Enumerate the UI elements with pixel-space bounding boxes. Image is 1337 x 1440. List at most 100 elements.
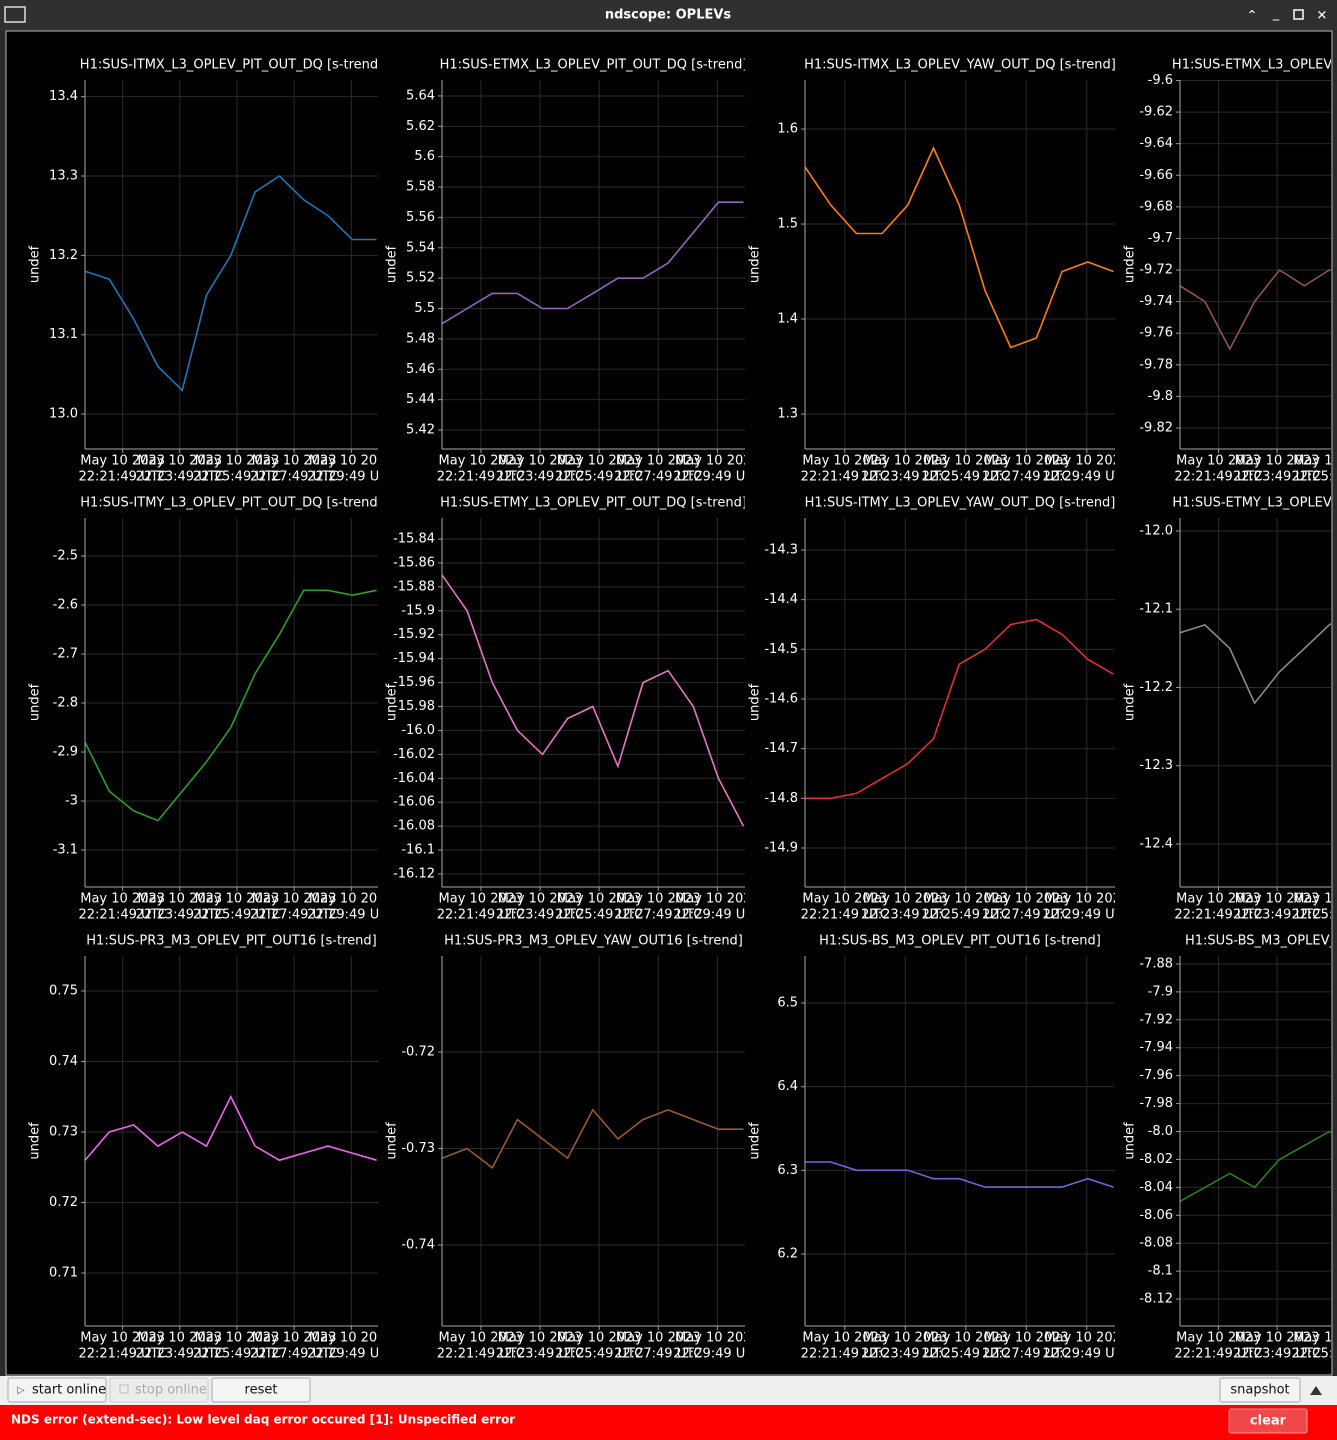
x-tick-label: 22:25:49 UTC (922, 908, 1010, 923)
y-tick-label: -12.0 (1139, 523, 1173, 538)
x-tick-label: May 10 2023 (1176, 454, 1261, 469)
snapshot-button-frame[interactable] (1219, 1377, 1301, 1403)
x-tick-label: 22:21:49 UTC (801, 908, 889, 923)
x-tick-label: May 10 2023 (137, 892, 222, 907)
x-tick-label: 22:25:49 UTC (922, 470, 1010, 485)
clear-button[interactable]: clear (1228, 1408, 1308, 1434)
trace (805, 618, 1114, 800)
x-tick-label: 22:29:49 UTC (307, 1347, 395, 1362)
reset-button[interactable]: reset (211, 1377, 311, 1403)
y-tick-label: 5.54 (406, 240, 435, 255)
window-maximize[interactable] (1293, 9, 1304, 20)
start-button-frame[interactable] (7, 1377, 107, 1403)
plot: H1:SUS-ITMX_L3_OPLEV_YAW_OUT_DQ [s-trend… (748, 58, 1115, 485)
window-keep-above[interactable]: ⌃ (1247, 9, 1258, 24)
status-message: NDS error (extend-sec): Low level daq er… (11, 1413, 515, 1427)
snapshot-label[interactable]: snapshot (1230, 1383, 1289, 1398)
y-tick-label: -7.92 (1139, 1012, 1173, 1027)
y-tick-label: -12.1 (1139, 602, 1173, 617)
x-tick-label: May 10 2023 (802, 454, 887, 469)
trace-area (1180, 268, 1331, 351)
y-tick-label: -2.5 (53, 549, 78, 564)
y-tick-label: 13.1 (49, 327, 78, 342)
y-tick-label: 5.6 (414, 149, 435, 164)
x-tick-label: May 10 2023 (1235, 454, 1320, 469)
y-tick-label: -15.98 (393, 699, 435, 714)
y-tick-label: -14.3 (764, 542, 798, 557)
x-tick-label: 22:21:49 UTC (437, 1347, 525, 1362)
y-axis-label: undef (748, 683, 763, 721)
y-axis-label: undef (385, 683, 400, 721)
start-icon: ▷ (17, 1385, 25, 1396)
x-tick-label: May 10 2023 (923, 1331, 1008, 1346)
x-tick-label: May 10 2023 (195, 892, 280, 907)
x-tick-label: May 10 2023 (675, 454, 760, 469)
x-tick-label: 22:27:49 UTC (614, 1347, 702, 1362)
trace-area (85, 589, 377, 822)
y-tick-label: -0.74 (401, 1238, 435, 1253)
x-tick-label: May 10 2023 (1235, 892, 1320, 907)
x-tick-label: May 10 2023 (498, 892, 583, 907)
y-tick-label: -14.8 (764, 791, 798, 806)
y-axis-label: undef (385, 1122, 400, 1160)
x-tick-label: 22:23:49 UTC (136, 1347, 224, 1362)
y-tick-label: -9.76 (1139, 326, 1173, 341)
plot: H1:SUS-ETMY_L3_OPLEV_YAW_OUT_DQ [s-trend… (1123, 496, 1331, 919)
plot: H1:SUS-ITMY_L3_OPLEV_YAW_OUT_DQ [s-trend… (748, 496, 1115, 923)
start-button[interactable]: ▷ start online (7, 1377, 107, 1403)
x-tick-label: 22:29:49 UTC (673, 1347, 761, 1362)
plot-title: H1:SUS-ITMX_L3_OPLEV_PIT_OUT_DQ [s-trend… (80, 58, 383, 73)
y-tick-label: -15.9 (401, 603, 435, 618)
reset-label[interactable]: reset (245, 1383, 278, 1398)
x-tick-label: May 10 2023 (195, 1331, 280, 1346)
x-tick-label: May 10 2023 (863, 454, 948, 469)
x-tick-label: May 10 2023 (616, 1331, 701, 1346)
y-tick-label: -9.64 (1139, 136, 1173, 151)
stop-button-frame (109, 1377, 209, 1403)
x-tick-label: 22:21:49 UTC (801, 1347, 889, 1362)
y-tick-label: -15.88 (393, 579, 435, 594)
y-axis-label: undef (1123, 683, 1138, 721)
trace (1180, 268, 1331, 351)
start-label[interactable]: start online (32, 1383, 106, 1398)
reset-button-frame[interactable] (211, 1377, 311, 1403)
x-tick-label: May 10 2023 (252, 454, 337, 469)
y-tick-label: 0.74 (49, 1054, 78, 1069)
x-tick-label: 22:23:49 UTC (1233, 1347, 1321, 1362)
plot: H1:SUS-PR3_M3_OPLEV_PIT_OUT16 [s-trend] u… (28, 934, 395, 1362)
x-tick-label: May 10 2023 (557, 454, 642, 469)
x-tick-label: 22:21:49 UTC (437, 470, 525, 485)
y-tick-label: -15.96 (393, 675, 435, 690)
expand-arrow[interactable] (1310, 1386, 1322, 1395)
x-tick-label: May 10 2023 (80, 892, 165, 907)
y-tick-label: 5.62 (406, 119, 435, 134)
clear-label[interactable]: clear (1250, 1414, 1287, 1429)
x-tick-label: 22:25:49 UTC (1291, 1347, 1337, 1362)
window-minimize[interactable]: _ (1272, 7, 1280, 22)
plot: H1:SUS-ITMX_L3_OPLEV_PIT_OUT_DQ [s-trend… (28, 58, 383, 485)
plot-title: H1:SUS-ETMX_L3_OPLEV_PIT_OUT_DQ [s-trend… (440, 58, 748, 73)
x-tick-label: 22:25:49 UTC (1291, 470, 1337, 485)
y-tick-label: 5.58 (406, 180, 435, 195)
y-tick-label: -2.9 (53, 745, 78, 760)
x-tick-label: 22:23:49 UTC (496, 470, 584, 485)
y-tick-label: -2.6 (53, 598, 78, 613)
y-tick-label: -15.86 (393, 555, 435, 570)
plot: H1:SUS-ETMX_L3_OPLEV_YAW_OUT_DQ [s-trend… (1123, 58, 1337, 485)
window-close[interactable]: ✕ (1317, 9, 1328, 24)
y-tick-label: -9.68 (1139, 199, 1173, 214)
x-tick-label: May 10 2023 (984, 1331, 1069, 1346)
clear-button-frame[interactable] (1228, 1408, 1308, 1434)
y-tick-label: 13.0 (49, 407, 78, 422)
x-tick-label: 22:27:49 UTC (982, 1347, 1070, 1362)
y-tick-label: 6.4 (777, 1079, 798, 1094)
x-tick-label: May 10 2023 (863, 1331, 948, 1346)
snapshot-button[interactable]: snapshot (1219, 1377, 1301, 1403)
y-axis-label: undef (748, 1122, 763, 1160)
y-tick-label: -3 (65, 794, 78, 809)
x-tick-label: 22:27:49 UTC (614, 908, 702, 923)
x-tick-label: 22:27:49 UTC (982, 470, 1070, 485)
x-tick-label: 22:27:49 UTC (250, 470, 338, 485)
y-tick-label: 5.56 (406, 210, 435, 225)
